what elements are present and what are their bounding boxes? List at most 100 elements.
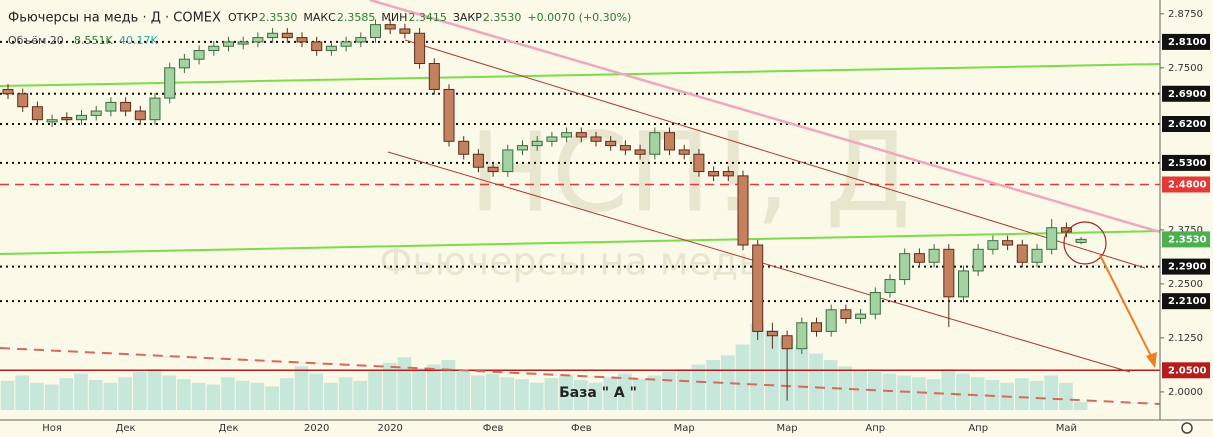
- forecast-arrow: [1099, 254, 1153, 359]
- support-line: [0, 347, 1161, 405]
- volume-bar: [735, 344, 750, 410]
- candle-body: [105, 101, 117, 112]
- volume-bar: [838, 366, 853, 410]
- stat-label: ОТКР: [228, 11, 258, 24]
- candle-body: [502, 149, 514, 173]
- candle-body: [370, 24, 381, 39]
- candle-body: [796, 322, 808, 350]
- last-price-label: 2.3530: [1168, 234, 1207, 245]
- trend-line: [0, 63, 1161, 87]
- stat-label: МАКС: [303, 11, 336, 24]
- price-axis: [1160, 0, 1213, 420]
- volume-ma: 40.17K: [119, 34, 158, 47]
- volume-bar: [632, 379, 647, 410]
- candle-body: [193, 50, 205, 60]
- candle-body: [634, 149, 646, 155]
- candle-body: [693, 153, 705, 173]
- candle-body: [443, 88, 455, 142]
- x-tick-label: Мар: [674, 423, 695, 434]
- candle-body: [722, 171, 734, 177]
- candle-body: [252, 37, 264, 43]
- trend-line: [0, 230, 1161, 255]
- candle-body: [708, 171, 720, 177]
- watermark-symbol: НСП!, Д: [469, 108, 911, 236]
- candle-body: [1031, 248, 1043, 263]
- volume-bar: [265, 386, 279, 410]
- watermark-name: Фьючерсы на медь: [380, 240, 761, 284]
- volume-bar: [221, 377, 235, 410]
- volume-label: Объём 20: [8, 34, 64, 47]
- level-label-box: [1162, 154, 1210, 171]
- candle-body: [575, 132, 587, 138]
- volume-bar: [750, 323, 765, 410]
- volume-bar: [235, 380, 250, 410]
- volume-bar: [970, 377, 985, 410]
- candle-body: [399, 28, 411, 34]
- candle-body: [752, 244, 764, 332]
- level-label-box: [1162, 116, 1210, 133]
- y-tick-label: 2.3750: [1168, 225, 1203, 236]
- candle-body: [178, 58, 190, 69]
- settings-icon[interactable]: [1181, 422, 1193, 434]
- volume-bar: [500, 377, 515, 410]
- candle-body: [590, 136, 602, 142]
- x-tick-label: Дек: [116, 423, 136, 434]
- volume-bar: [132, 371, 147, 410]
- candle-body: [149, 97, 161, 121]
- level-label-box: [1162, 85, 1210, 102]
- x-tick-label: Апр: [865, 423, 885, 434]
- level-label: 2.6200: [1168, 119, 1207, 130]
- candle-body: [223, 41, 234, 47]
- x-tick-label: 2020: [377, 423, 402, 434]
- candle-body: [61, 117, 73, 121]
- volume-bar: [823, 360, 838, 410]
- candle-body: [649, 132, 661, 155]
- candle-body: [869, 292, 881, 315]
- volume-bar: [897, 375, 912, 410]
- volume-bar: [603, 377, 618, 410]
- volume-bar: [382, 362, 397, 410]
- volume-bar: [15, 375, 30, 410]
- volume-bar: [794, 346, 809, 410]
- level-label: 2.2900: [1168, 262, 1207, 273]
- annotation: База " А ": [559, 385, 637, 401]
- candle-body: [531, 140, 543, 147]
- candle-body: [958, 270, 969, 298]
- axis-layer: 2.8750 2.7500 2.3750 2.2500 2.1250 2.0000 2.81…: [42, 9, 1210, 434]
- volume-bar: [103, 382, 118, 410]
- candle-body: [899, 253, 911, 281]
- volume-bar: [559, 375, 573, 410]
- volume-bar: [926, 379, 941, 410]
- volume-bar: [368, 370, 382, 410]
- candle-body: [428, 63, 440, 90]
- candle-body: [472, 153, 484, 168]
- volume-bar: [1073, 401, 1088, 410]
- volume-bar: [676, 369, 691, 410]
- candle-body: [340, 41, 352, 47]
- candle-body: [355, 37, 367, 43]
- level-label: 2.4800: [1168, 180, 1207, 191]
- candle-body: [487, 166, 499, 173]
- candle-body: [546, 136, 558, 142]
- volume-bar: [44, 384, 59, 410]
- candle-body: [311, 41, 323, 52]
- volume-bar: [809, 353, 823, 410]
- candle-body: [678, 149, 690, 155]
- candle-body: [972, 248, 984, 272]
- volume-bar: [441, 360, 456, 410]
- candle-body: [1002, 240, 1014, 246]
- volume-bar: [412, 368, 426, 410]
- volume-bar: [515, 379, 529, 410]
- candle-body: [237, 41, 249, 45]
- candle-body: [619, 145, 631, 151]
- volume-bar: [30, 382, 44, 410]
- candle-body: [811, 322, 822, 332]
- stats: ОТКР 2.3530 МАКС 2.3585 МИН 2.3415 ЗАКР 2.3530 +…: [228, 11, 631, 24]
- change: +0.0070 (+0.30%): [527, 11, 631, 24]
- candle-body: [164, 67, 176, 99]
- candle-body: [120, 101, 132, 112]
- candle-body: [855, 313, 867, 319]
- level-label-box: [1162, 362, 1210, 379]
